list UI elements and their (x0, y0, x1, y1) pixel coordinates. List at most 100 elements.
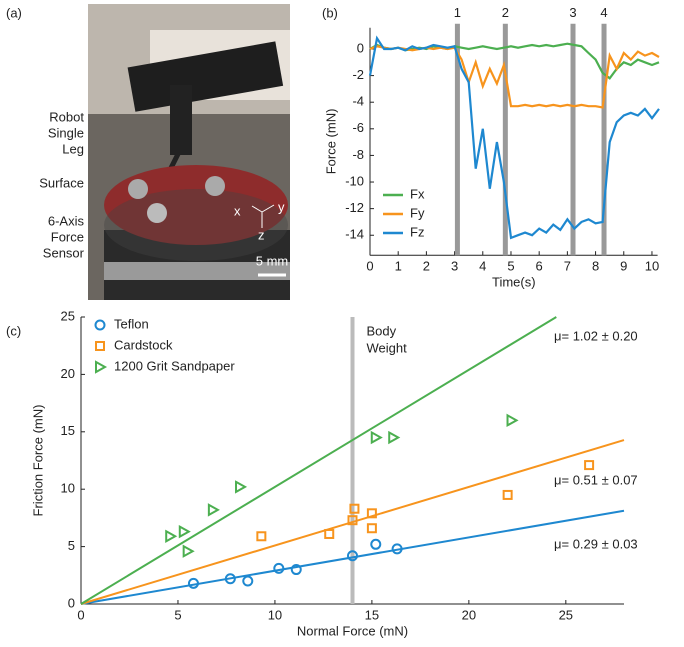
point (388, 430, 401, 445)
point (349, 503, 360, 514)
y-tick-label: -8 (352, 147, 364, 162)
point (347, 550, 358, 562)
point (502, 489, 513, 500)
point (324, 528, 335, 539)
y-tick-label: 10 (61, 481, 75, 496)
point (207, 503, 220, 517)
axis-label: z (258, 227, 265, 242)
x-axis-label: Time(s) (492, 275, 536, 290)
legend-swatch (95, 360, 108, 374)
x-tick-label: 7 (564, 259, 571, 274)
axis-label: x (234, 203, 241, 218)
y-axis-label: Friction Force (mN) (30, 405, 45, 517)
axis-label: y (278, 199, 285, 214)
legend-label: Teflon (114, 316, 149, 331)
point (187, 577, 199, 589)
event-marker-label: 4 (600, 5, 607, 20)
point (273, 562, 285, 574)
y-tick-label: 5 (68, 538, 75, 553)
y-tick-label: -10 (345, 173, 364, 188)
x-tick-label: 4 (479, 259, 486, 274)
x-tick-label: 25 (559, 607, 573, 622)
fit-label: μ= 1.02 ± 0.20 (554, 328, 638, 343)
point (182, 544, 195, 558)
x-tick-label: 0 (366, 259, 373, 274)
fit-label: μ= 0.29 ± 0.03 (554, 536, 638, 551)
photo (88, 4, 290, 300)
point (178, 524, 191, 539)
x-tick-label: 6 (536, 259, 543, 274)
legend-label: Cardstock (114, 337, 173, 352)
point (506, 413, 519, 428)
series-line (368, 35, 660, 240)
y-axis-label: Force (mN) (323, 109, 338, 175)
panel-label: (a) (6, 5, 22, 20)
x-axis-label: Normal Force (mN) (297, 623, 408, 638)
photo-labels: Robot Single Leg Surface 6-Axis Force Se… (39, 109, 288, 268)
y-tick-label: 0 (357, 40, 364, 55)
event-marker-label: 2 (502, 5, 509, 20)
photo-label: Leg (62, 141, 84, 156)
legend-label: Fz (410, 224, 424, 239)
annotation-label: Body (367, 323, 397, 338)
series-line (369, 42, 660, 80)
x-tick-label: 15 (365, 607, 379, 622)
point (366, 523, 377, 534)
scale-bar-label: 5 mm (256, 253, 289, 268)
y-tick-label: -4 (352, 94, 364, 109)
legend-label: 1200 Grit Sandpaper (114, 358, 235, 373)
point (366, 508, 377, 519)
y-tick-label: -6 (352, 120, 364, 135)
x-tick-label: 1 (395, 259, 402, 274)
point (370, 430, 383, 445)
fit-line (80, 509, 625, 605)
point (290, 564, 302, 576)
point (224, 573, 236, 585)
fit-line (80, 439, 625, 605)
y-tick-label: 15 (61, 423, 75, 438)
y-tick-label: 25 (61, 308, 75, 323)
photo-label: Single (48, 125, 84, 140)
panel-label: (c) (6, 323, 21, 338)
y-tick-label: -12 (345, 200, 364, 215)
point (370, 538, 382, 550)
photo-label: Robot (49, 109, 84, 124)
event-marker-label: 1 (454, 5, 461, 20)
legend-label: Fy (410, 205, 425, 220)
y-tick-label: -2 (352, 67, 364, 82)
legend-label: Fx (410, 186, 425, 201)
legend-swatch (94, 319, 106, 331)
fit-label: μ= 0.51 ± 0.07 (554, 472, 638, 487)
fit-line (80, 316, 557, 605)
x-tick-label: 5 (174, 607, 181, 622)
point (256, 531, 267, 542)
point (242, 575, 254, 587)
annotation-label: Weight (367, 340, 408, 355)
point (391, 543, 403, 555)
photo-label: Surface (39, 175, 84, 190)
point (584, 460, 595, 471)
legend-swatch (95, 341, 105, 351)
x-tick-label: 10 (268, 607, 282, 622)
photo-label: 6-Axis (48, 213, 85, 228)
x-tick-label: 2 (423, 259, 430, 274)
point (165, 529, 178, 543)
x-tick-label: 5 (507, 259, 514, 274)
x-tick-label: 10 (645, 259, 659, 274)
photo-label: Force (51, 229, 84, 244)
panel-label: (b) (322, 5, 338, 20)
point (235, 480, 248, 494)
y-tick-label: 20 (61, 366, 75, 381)
x-tick-label: 0 (77, 607, 84, 622)
y-tick-label: 0 (68, 595, 75, 610)
series-line (369, 45, 660, 109)
point (347, 515, 358, 526)
x-tick-label: 3 (451, 259, 458, 274)
x-tick-label: 9 (620, 259, 627, 274)
event-marker-label: 3 (569, 5, 576, 20)
photo-label: Sensor (43, 245, 85, 260)
x-tick-label: 20 (462, 607, 476, 622)
x-tick-label: 8 (592, 259, 599, 274)
y-tick-label: -14 (345, 227, 364, 242)
